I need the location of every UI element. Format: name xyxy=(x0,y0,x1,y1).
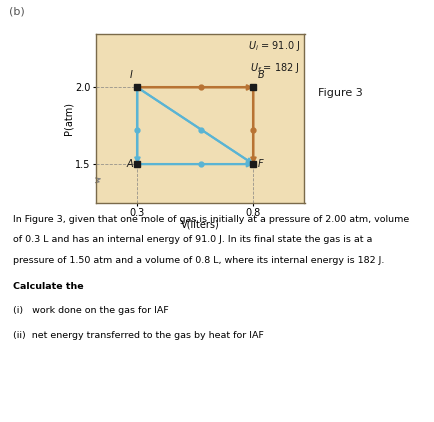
Text: F: F xyxy=(257,159,263,169)
Text: (i)   work done on the gas for IAF: (i) work done on the gas for IAF xyxy=(13,306,168,315)
Text: $U_f$ = 182 J: $U_f$ = 182 J xyxy=(250,61,299,75)
X-axis label: V(liters): V(liters) xyxy=(180,219,219,230)
Text: (b): (b) xyxy=(9,6,24,16)
Text: $U_i$ = 91.0 J: $U_i$ = 91.0 J xyxy=(247,39,299,53)
Text: I: I xyxy=(130,70,132,80)
Text: In Figure 3, given that one mole of gas is initially at a pressure of 2.00 atm, : In Figure 3, given that one mole of gas … xyxy=(13,215,408,224)
Text: Figure 3: Figure 3 xyxy=(317,88,362,98)
Text: (ii)  net energy transferred to the gas by heat for IAF: (ii) net energy transferred to the gas b… xyxy=(13,331,263,340)
Text: pressure of 1.50 atm and a volume of 0.8 L, where its internal energy is 182 J.: pressure of 1.50 atm and a volume of 0.8… xyxy=(13,256,384,265)
Text: Calculate the: Calculate the xyxy=(13,282,83,291)
Y-axis label: P(atm): P(atm) xyxy=(63,102,73,135)
Text: of 0.3 L and has an internal energy of 91.0 J. In its final state the gas is at : of 0.3 L and has an internal energy of 9… xyxy=(13,235,372,244)
Text: B: B xyxy=(257,70,264,80)
Text: A: A xyxy=(126,159,132,169)
